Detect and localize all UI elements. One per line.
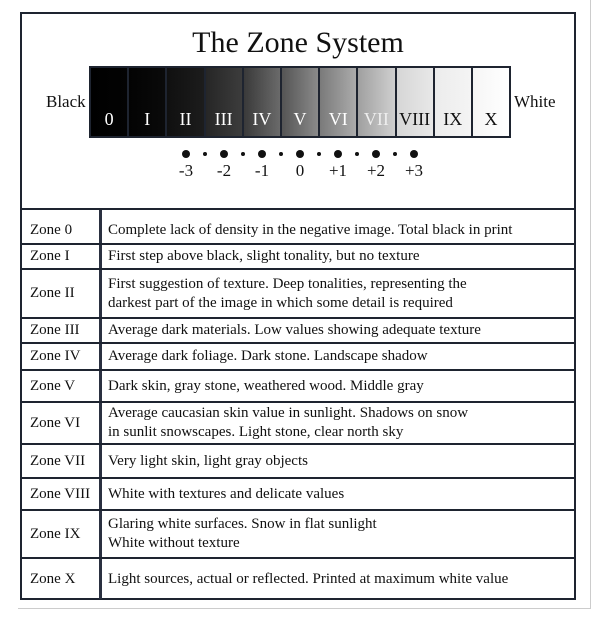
zone-swatch: VI (320, 68, 359, 136)
stop-label: +1 (328, 161, 348, 180)
zone-swatch-label: IV (252, 109, 272, 129)
black-label: Black (46, 92, 86, 111)
zone-name: Zone 0 (22, 210, 102, 243)
zone-swatch-label: VI (328, 109, 348, 129)
stop-dot (372, 150, 380, 158)
half-stop-dot (317, 152, 321, 156)
table-row: Zone IV Average dark foliage. Dark stone.… (22, 344, 574, 371)
stop-label: -2 (216, 161, 232, 180)
zone-description: Average caucasian skin value in sunlight… (108, 405, 469, 440)
zone-description: Dark skin, gray stone, weathered wood. M… (108, 377, 424, 394)
table-row: Zone VII Very light skin, light gray obje… (22, 445, 574, 479)
zone-swatch: VIII (396, 68, 435, 136)
chart-title: The Zone System (192, 26, 404, 59)
zone-swatch-label: VII (363, 109, 389, 129)
zone-name: Zone VI (22, 403, 102, 443)
table-row: Zone VI Average caucasian skin value in s… (22, 403, 574, 445)
stop-label: -1 (254, 161, 270, 180)
zone-swatch-label: IX (443, 109, 463, 129)
stop-label: +2 (366, 161, 386, 180)
zone-name: Zone VIII (22, 479, 102, 509)
stop-dot (182, 150, 190, 158)
table-row: Zone V Dark skin, gray stone, weathered w… (22, 371, 574, 403)
half-stop-dot (203, 152, 207, 156)
zone-swatch: V (281, 68, 321, 136)
stop-label: +3 (404, 161, 424, 180)
half-stop-dot (355, 152, 359, 156)
zone-swatch-label: I (144, 109, 151, 129)
table-row: Zone IX Glaring white surfaces. Snow in f… (22, 511, 574, 559)
zone-swatch: IV (243, 68, 282, 136)
zone-name: Zone II (22, 270, 102, 317)
zone-swatch-label: VIII (399, 109, 431, 129)
zone-name: Zone III (22, 319, 102, 342)
zone-swatch: II (167, 68, 206, 136)
zone-scale-strip: 0 I II III IV V VI VII VIII IX X (89, 66, 511, 138)
zone-swatch-label: II (179, 109, 192, 129)
stop-dot (410, 150, 418, 158)
zone-name: Zone IX (22, 511, 102, 557)
zone-description: Average dark materials. Low values showi… (108, 322, 481, 338)
page-border (18, 0, 591, 609)
table-row: Zone III Average dark materials. Low valu… (22, 319, 574, 344)
table-row: Zone 0 Complete lack of density in the ne… (22, 210, 574, 245)
stop-dot (220, 150, 228, 158)
zone-swatch-label: 0 (104, 109, 114, 129)
half-stop-dot (393, 152, 397, 156)
stop-dot (296, 150, 304, 158)
zone-name: Zone VII (22, 445, 102, 477)
zone-description: White with textures and delicate values (108, 485, 345, 502)
zone-swatch: IX (434, 68, 473, 136)
zone-name: Zone IV (22, 344, 102, 369)
exposure-stops (22, 148, 574, 160)
zone-swatch: X (472, 68, 510, 136)
zone-name: Zone V (22, 371, 102, 401)
zone-system-chart: The Zone System Black White 0 I II III IV V VI… (20, 12, 576, 600)
zone-swatch: III (205, 68, 244, 136)
half-stop-dot (241, 152, 245, 156)
zone-name: Zone I (22, 245, 102, 268)
zone-description: Light sources, actual or reflected. Prin… (108, 570, 509, 587)
zone-swatch-label: V (293, 109, 307, 129)
zone-name: Zone X (22, 559, 102, 599)
zone-description: Complete lack of density in the negative… (108, 222, 513, 238)
zone-description: Average dark foliage. Dark stone. Landsc… (108, 348, 428, 364)
stop-label: 0 (295, 161, 305, 180)
zone-swatch: 0 (91, 68, 130, 136)
zone-description: Very light skin, light gray objects (108, 452, 308, 469)
table-row: Zone VIII White with textures and delicat… (22, 479, 574, 511)
zone-description: Glaring white surfaces. Snow in flat sun… (108, 516, 377, 551)
zone-swatch: VII (358, 68, 397, 136)
zone-description: First step above black, slight tonality,… (108, 248, 420, 264)
table-row: Zone I First step above black, slight ton… (22, 245, 574, 270)
zone-swatch: I (129, 68, 168, 136)
zone-swatch-label: III (214, 109, 233, 129)
table-row: Zone II First suggestion of texture. Deep… (22, 270, 574, 319)
zone-table: Zone 0 Complete lack of density in the ne… (22, 208, 574, 599)
zone-swatch-label: X (484, 109, 498, 129)
stop-dot (258, 150, 266, 158)
table-row: Zone X Light sources, actual or reflected… (22, 559, 574, 599)
half-stop-dot (279, 152, 283, 156)
stop-label: -3 (178, 161, 194, 180)
white-label: White (514, 92, 556, 111)
stop-dot (334, 150, 342, 158)
zone-description: First suggestion of texture. Deep tonali… (108, 275, 467, 311)
